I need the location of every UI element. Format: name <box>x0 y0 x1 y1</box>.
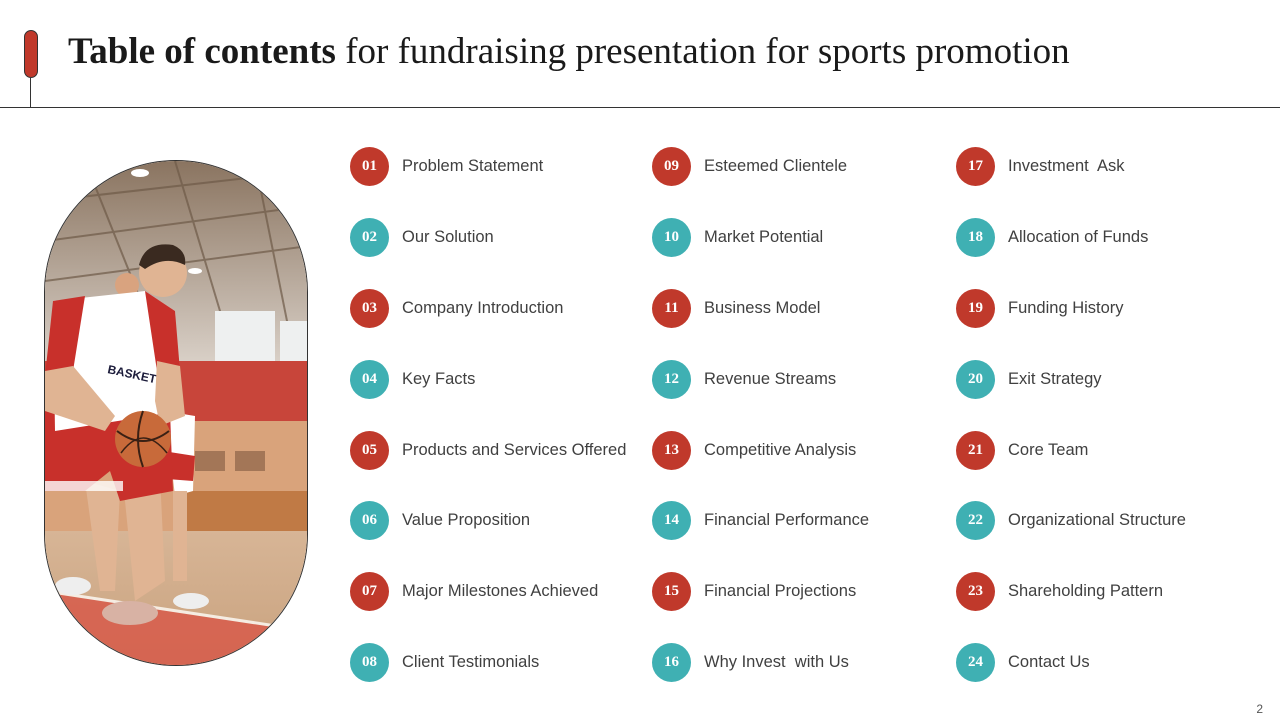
toc-item-label: Market Potential <box>704 227 824 246</box>
toc-item-13[interactable]: 13 Competitive Analysis <box>652 430 856 470</box>
toc-item-08[interactable]: 08 Client Testimonials <box>350 642 539 682</box>
toc-item-06[interactable]: 06 Value Proposition <box>350 500 530 540</box>
toc-number-badge: 11 <box>652 288 691 328</box>
toc-item-label: Shareholding Pattern <box>1008 581 1164 600</box>
toc-item-label: Value Proposition <box>402 510 531 529</box>
toc-item-10[interactable]: 10 Market Potential <box>652 217 823 257</box>
toc-item-label: Competitive Analysis <box>704 440 857 459</box>
header-divider <box>0 107 1280 108</box>
basketball-player-photo: BASKETBA <box>44 160 308 666</box>
toc-item-02[interactable]: 02 Our Solution <box>350 217 494 257</box>
page-title: Table of contents for fundraising presen… <box>68 30 1070 74</box>
toc-number-badge: 15 <box>652 571 691 611</box>
toc-item-label: Major Milestones Achieved <box>402 581 599 600</box>
toc-number-badge: 09 <box>652 146 691 186</box>
toc-number-badge: 12 <box>652 359 691 399</box>
toc-item-23[interactable]: 23 Shareholding Pattern <box>956 571 1163 611</box>
toc-item-07[interactable]: 07 Major Milestones Achieved <box>350 571 598 611</box>
toc-item-label: Investment Ask <box>1008 156 1125 175</box>
toc-number-badge: 05 <box>350 430 389 470</box>
toc-item-03[interactable]: 03 Company Introduction <box>350 288 563 328</box>
toc-item-11[interactable]: 11 Business Model <box>652 288 820 328</box>
toc-item-label: Revenue Streams <box>704 369 837 388</box>
toc-item-label: Client Testimonials <box>402 652 540 671</box>
toc-item-21[interactable]: 21 Core Team <box>956 430 1088 470</box>
toc-item-20[interactable]: 20 Exit Strategy <box>956 359 1102 399</box>
toc-item-label: Esteemed Clientele <box>704 156 848 175</box>
toc-item-label: Key Facts <box>402 369 476 388</box>
toc-number-badge: 22 <box>956 500 995 540</box>
toc-item-14[interactable]: 14 Financial Performance <box>652 500 869 540</box>
toc-item-label: Organizational Structure <box>1008 510 1186 529</box>
toc-item-label: Funding History <box>1008 298 1124 317</box>
toc-number-badge: 23 <box>956 571 995 611</box>
toc-number-badge: 03 <box>350 288 389 328</box>
toc-item-label: Contact Us <box>1008 652 1090 671</box>
toc-number-badge: 13 <box>652 430 691 470</box>
toc-item-label: Core Team <box>1008 440 1089 459</box>
toc-number-badge: 01 <box>350 146 389 186</box>
toc-number-badge: 18 <box>956 217 995 257</box>
toc-number-badge: 08 <box>350 642 389 682</box>
toc-item-17[interactable]: 17 Investment Ask <box>956 146 1124 186</box>
toc-item-label: Why Invest with Us <box>704 652 849 671</box>
toc-number-badge: 21 <box>956 430 995 470</box>
toc-number-badge: 16 <box>652 642 691 682</box>
toc-number-badge: 19 <box>956 288 995 328</box>
toc-number-badge: 04 <box>350 359 389 399</box>
toc-item-05[interactable]: 05 Products and Services Offered <box>350 430 626 470</box>
toc-item-label: Company Introduction <box>402 298 564 317</box>
toc-item-04[interactable]: 04 Key Facts <box>350 359 475 399</box>
title-accent-marker <box>24 30 38 78</box>
toc-number-badge: 17 <box>956 146 995 186</box>
toc-item-09[interactable]: 09 Esteemed Clientele <box>652 146 847 186</box>
toc-item-label: Allocation of Funds <box>1008 227 1149 246</box>
toc-item-19[interactable]: 19 Funding History <box>956 288 1124 328</box>
toc-item-18[interactable]: 18 Allocation of Funds <box>956 217 1148 257</box>
toc-number-badge: 06 <box>350 500 389 540</box>
toc-number-badge: 24 <box>956 642 995 682</box>
title-accent-stem <box>30 78 31 108</box>
toc-item-label: Business Model <box>704 298 821 317</box>
page-number: 2 <box>1256 702 1263 716</box>
toc-item-label: Problem Statement <box>402 156 544 175</box>
toc-item-label: Products and Services Offered <box>402 440 627 459</box>
toc-number-badge: 02 <box>350 217 389 257</box>
toc-item-22[interactable]: 22 Organizational Structure <box>956 500 1186 540</box>
toc-item-15[interactable]: 15 Financial Projections <box>652 571 856 611</box>
page-title-bold: Table of contents <box>68 31 336 72</box>
toc-number-badge: 20 <box>956 359 995 399</box>
toc-number-badge: 10 <box>652 217 691 257</box>
toc-item-label: Financial Performance <box>704 510 870 529</box>
toc-item-label: Our Solution <box>402 227 494 246</box>
toc-item-12[interactable]: 12 Revenue Streams <box>652 359 836 399</box>
toc-number-badge: 14 <box>652 500 691 540</box>
toc-item-24[interactable]: 24 Contact Us <box>956 642 1090 682</box>
toc-item-16[interactable]: 16 Why Invest with Us <box>652 642 849 682</box>
toc-item-label: Exit Strategy <box>1008 369 1102 388</box>
page-title-rest: for fundraising presentation for sports … <box>335 31 1070 72</box>
toc-number-badge: 07 <box>350 571 389 611</box>
toc-item-label: Financial Projections <box>704 581 857 600</box>
toc-item-01[interactable]: 01 Problem Statement <box>350 146 543 186</box>
